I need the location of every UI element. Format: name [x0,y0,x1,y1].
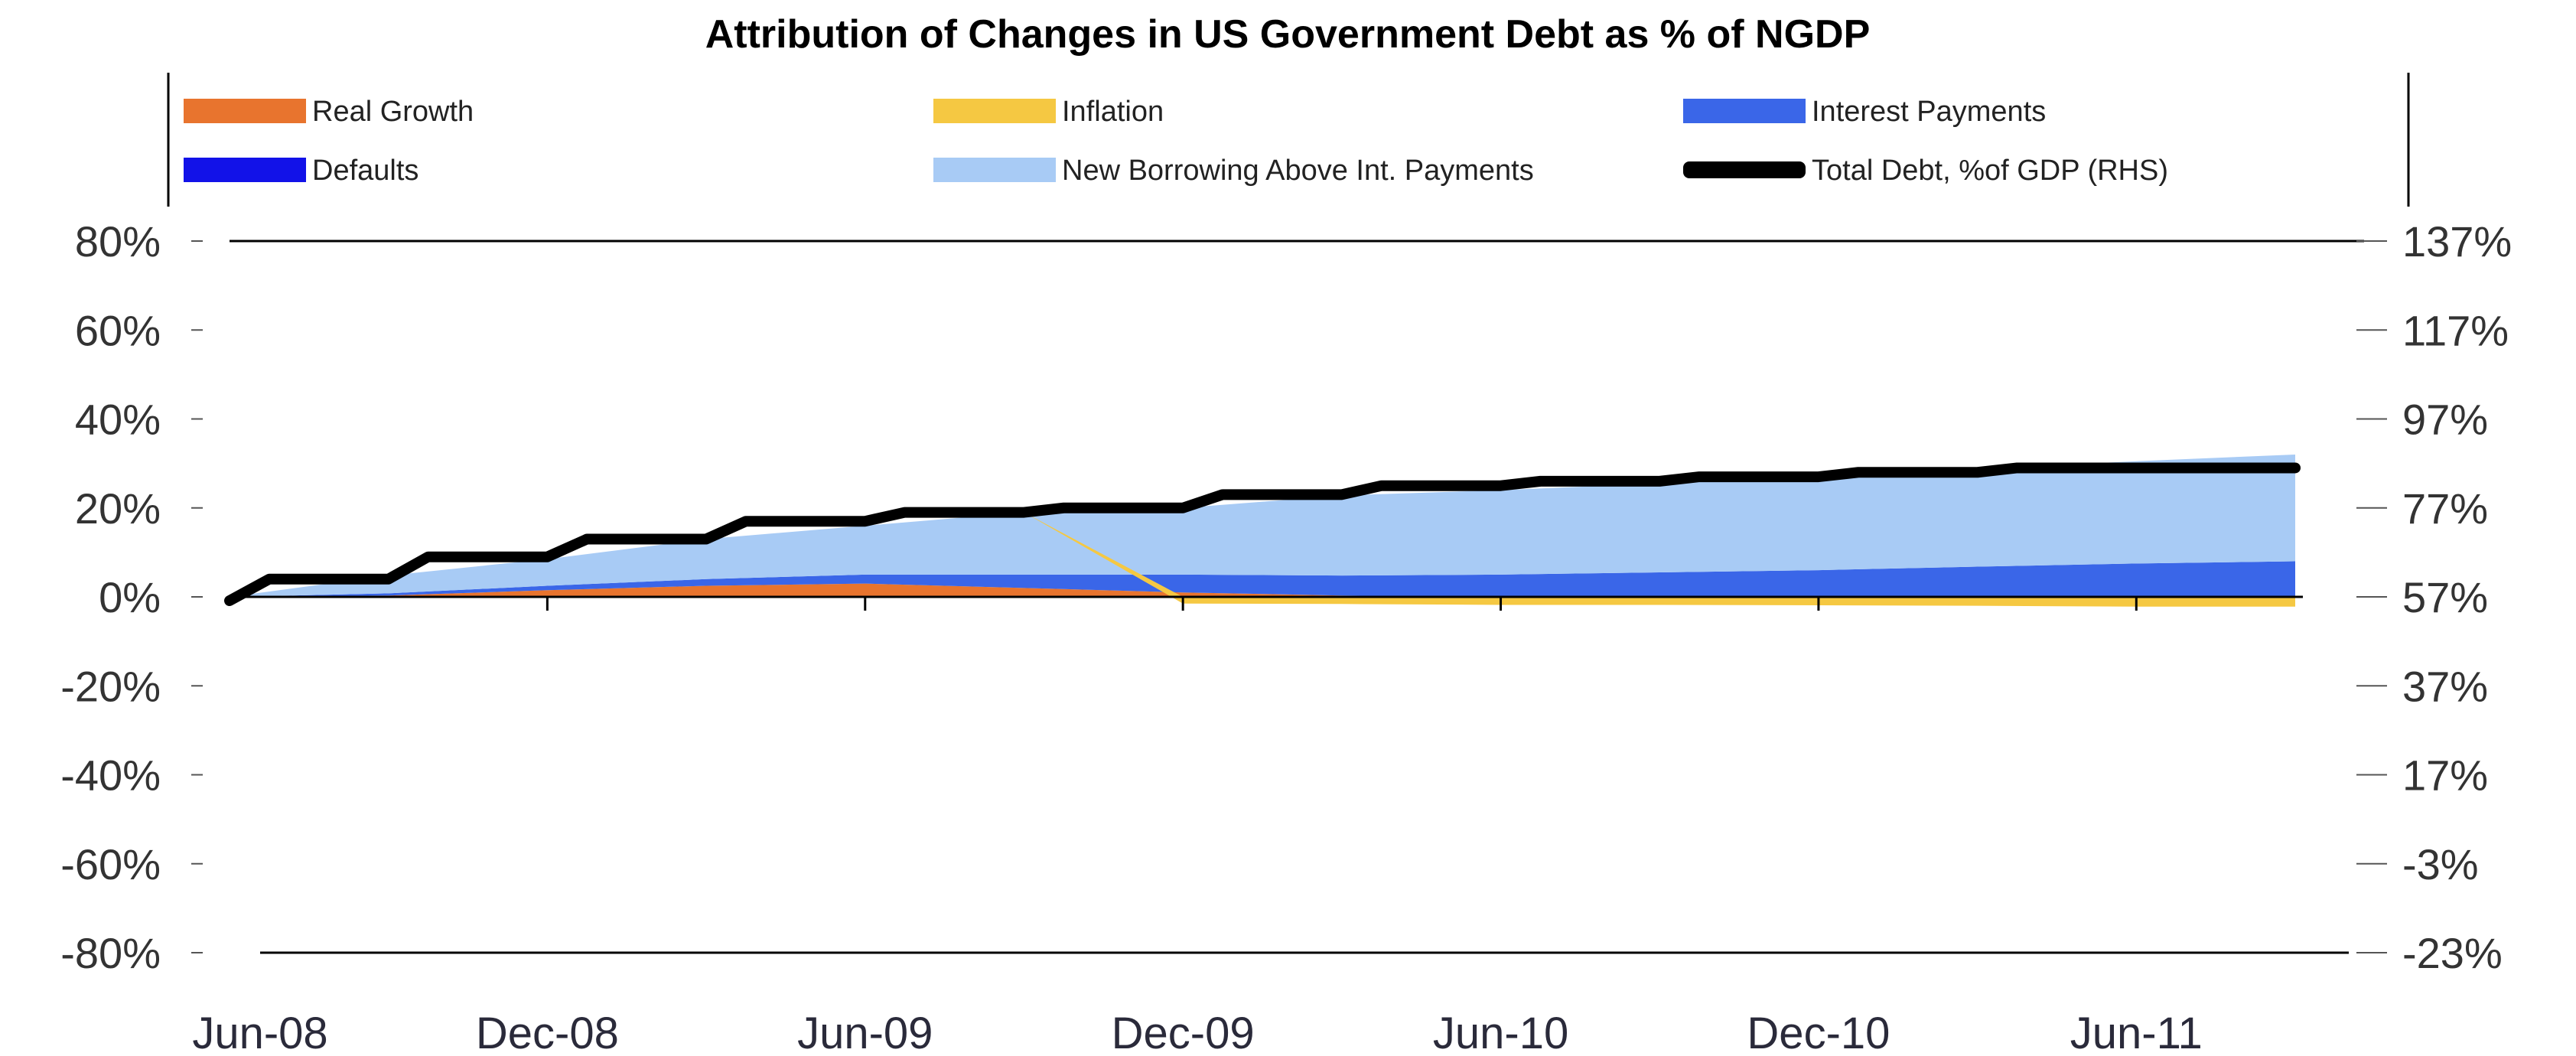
right-tick-label: 77% [2402,484,2488,533]
total-debt-line [224,462,2301,606]
legend-item: Inflation [933,96,1164,128]
plot-area [224,455,2301,607]
legend-label: Interest Payments [1812,96,2046,128]
x-tick-label: Dec-10 [1747,1009,1890,1056]
right-tick-label: -23% [2402,929,2503,977]
x-tick-label: Dec-08 [476,1009,619,1056]
legend-item: New Borrowing Above Int. Payments [933,155,1534,187]
left-tick-label: 0% [99,573,161,621]
area-series-group [230,455,2295,607]
x-tick-label: Jun-09 [797,1009,933,1056]
left-tick-label: 80% [75,217,161,266]
chart-title: Attribution of Changes in US Government … [705,12,1871,57]
legend-item: Defaults [184,155,418,187]
left-tick-label: -60% [60,840,161,888]
left-y-axis-ticks: 80% 60% 40% 20% 0% -20% -40% -60% -80% [60,217,203,977]
x-tick-label: Jun-08 [192,1009,327,1056]
legend-label: Total Debt, %of GDP (RHS) [1812,155,2168,187]
x-tick-label: Dec-09 [1112,1009,1255,1056]
legend-swatch [933,158,1056,182]
legend-swatch [184,158,306,182]
line-series-group [224,462,2301,606]
left-tick-label: 20% [75,484,161,533]
right-tick-label: 57% [2402,573,2488,621]
legend-swatch [184,99,306,123]
area-interest-payments [230,561,2295,597]
x-tick-label: Jun-11 [2070,1009,2203,1056]
legend-swatch [933,99,1056,123]
legend-swatch [1683,161,1806,178]
legend-label: Inflation [1062,96,1164,128]
axes [230,240,2364,954]
right-tick-label: -3% [2402,840,2479,888]
right-tick-label: 117% [2402,306,2509,354]
right-tick-label: 97% [2402,396,2488,444]
left-tick-label: -80% [60,929,161,977]
legend-label: New Borrowing Above Int. Payments [1062,155,1534,187]
x-tick-label: Jun-10 [1433,1009,1568,1056]
legend-item: Total Debt, %of GDP (RHS) [1683,155,2168,187]
x-axis-ticks: Jun-08 Dec-08 Jun-09 Dec-09 Jun-10 Dec-10 Jun-… [192,597,2203,1056]
left-tick-label: -40% [60,751,161,800]
legend-item: Interest Payments [1683,96,2046,128]
area-real-growth [230,583,2295,597]
right-y-axis-ticks: 137% 117% 97% 77% 57% 37% 17% -3% -23% [2356,217,2512,977]
right-tick-label: 37% [2402,662,2488,710]
legend-item: Real Growth [184,96,474,128]
area-new-borrowing-above-int-payments [230,455,2295,597]
left-tick-label: -20% [60,662,161,710]
left-tick-label: 40% [75,396,161,444]
right-tick-label: 137% [2402,217,2512,266]
right-tick-label: 17% [2402,751,2488,800]
left-tick-label: 60% [75,306,161,354]
legend: Real Growth Inflation Interest Payments Def… [184,96,2168,187]
legend-label: Defaults [312,155,418,187]
legend-swatch [1683,99,1806,123]
legend-label: Real Growth [312,96,474,128]
